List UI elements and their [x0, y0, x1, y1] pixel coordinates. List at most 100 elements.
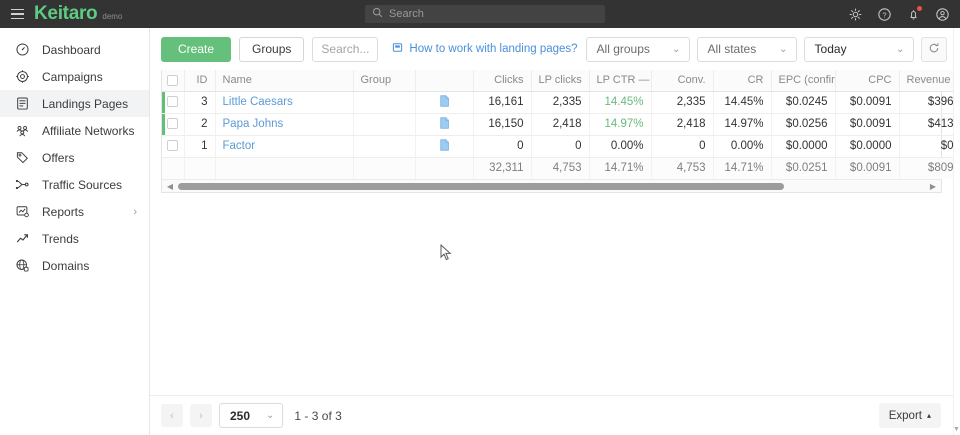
sidebar-item-affiliate-networks[interactable]: Affiliate Networks	[0, 117, 149, 144]
row-checkbox[interactable]	[167, 96, 179, 108]
prev-page-button[interactable]: ‹	[161, 404, 183, 427]
next-page-button[interactable]: ›	[190, 404, 212, 427]
page-scrollbar[interactable]: ▼	[953, 28, 960, 435]
totals-select-cell	[162, 157, 185, 179]
column-header-lp-clicks[interactable]: LP clicks	[531, 70, 590, 92]
cell-file[interactable]	[415, 113, 474, 136]
document-list-icon	[14, 96, 31, 111]
sidebar-item-campaigns[interactable]: Campaigns	[0, 63, 149, 90]
row-checkbox[interactable]	[167, 140, 179, 152]
cell-name[interactable]: Factor	[215, 135, 354, 158]
brand-logo[interactable]: Keitaro demo	[34, 3, 122, 25]
horizontal-scrollbar[interactable]: ◀ ▶	[162, 179, 941, 192]
cell-group	[353, 113, 416, 136]
page-size-select[interactable]: 250 ⌄	[219, 403, 284, 428]
cell-name[interactable]: Little Caesars	[215, 91, 354, 114]
sidebar-item-landings-pages[interactable]: Landings Pages	[0, 90, 149, 117]
list-search-input[interactable]: Search...	[312, 36, 379, 62]
scroll-right-arrow-icon[interactable]: ▶	[929, 181, 937, 191]
select-all-header[interactable]	[162, 70, 185, 92]
totals-lp-clicks: 4,753	[531, 157, 590, 179]
sidebar-item-traffic-sources[interactable]: Traffic Sources	[0, 171, 149, 198]
help-link[interactable]: How to work with landing pages?	[392, 42, 578, 56]
sidebar-item-label: Affiliate Networks	[42, 123, 135, 138]
global-search-input[interactable]: Search	[365, 5, 605, 23]
column-header-file[interactable]	[415, 70, 474, 92]
period-filter-select[interactable]: Today ⌄	[803, 36, 914, 62]
column-header-id[interactable]: ID	[184, 70, 216, 92]
column-header-cr[interactable]: CR	[713, 70, 772, 92]
cell-group	[353, 91, 416, 114]
create-button[interactable]: Create	[161, 36, 232, 62]
cell-clicks: 0	[473, 135, 532, 158]
sidebar-item-domains[interactable]: Domains	[0, 252, 149, 279]
table-row[interactable]: 2 Papa Johns 16,150 2,418 14.97% 2,418 1…	[162, 113, 960, 136]
cell-conv: 2,418	[651, 113, 714, 136]
scroll-left-arrow-icon[interactable]: ◀	[166, 181, 174, 191]
row-select-cell[interactable]	[162, 113, 185, 136]
row-checkbox[interactable]	[167, 118, 179, 130]
node-share-icon	[14, 177, 31, 192]
scroll-down-arrow-icon[interactable]: ▼	[953, 426, 960, 433]
row-select-cell[interactable]	[162, 135, 185, 158]
sidebar-item-label: Traffic Sources	[42, 177, 123, 192]
toolbar: Create Groups Search... How to work with…	[150, 28, 960, 70]
cell-file[interactable]	[415, 135, 474, 158]
sidebar-item-dashboard[interactable]: Dashboard	[0, 36, 149, 63]
groups-filter-select[interactable]: All groups ⌄	[585, 36, 690, 62]
video-guide-icon	[392, 42, 403, 56]
user-avatar-icon[interactable]	[935, 7, 950, 22]
export-label: Export	[888, 409, 922, 422]
totals-revenue: $809.99	[899, 157, 960, 179]
help-link-label: How to work with landing pages?	[409, 43, 578, 55]
cell-file[interactable]	[415, 91, 474, 114]
column-header-epc[interactable]: EPC (confirme	[771, 70, 836, 92]
brand-name: Keitaro	[34, 3, 98, 24]
help-circle-icon[interactable]: ?	[877, 7, 892, 22]
column-header-conv[interactable]: Conv.	[651, 70, 714, 92]
groups-button[interactable]: Groups	[239, 36, 305, 62]
file-document-icon[interactable]	[439, 94, 450, 110]
sidebar-item-reports[interactable]: Reports ›	[0, 198, 149, 225]
gear-icon[interactable]	[848, 7, 863, 22]
sidebar-item-label: Campaigns	[42, 69, 103, 84]
file-document-icon[interactable]	[439, 138, 450, 154]
totals-clicks: 32,311	[473, 157, 532, 179]
horizontal-scroll-track[interactable]	[175, 182, 928, 190]
trend-arrow-icon	[14, 231, 31, 246]
list-search-placeholder: Search...	[321, 42, 370, 56]
main-content: Create Groups Search... How to work with…	[150, 28, 960, 435]
hamburger-icon[interactable]	[0, 0, 34, 28]
refresh-button[interactable]	[920, 36, 947, 62]
horizontal-scroll-thumb[interactable]	[178, 182, 785, 190]
column-header-group[interactable]: Group	[353, 70, 416, 92]
cell-cr: 14.45%	[713, 91, 772, 114]
table-row[interactable]: 1 Factor 0 0 0.00% 0 0.00% $0.0000 $0.00…	[162, 135, 960, 158]
cell-lp-clicks: 0	[531, 135, 590, 158]
cell-group	[353, 135, 416, 158]
sidebar-item-label: Reports	[42, 204, 85, 219]
column-header-revenue[interactable]: Revenue (confi	[899, 70, 960, 92]
cell-conv: 2,335	[651, 91, 714, 114]
column-header-name[interactable]: Name	[215, 70, 354, 92]
sidebar-item-offers[interactable]: Offers	[0, 144, 149, 171]
column-header-clicks[interactable]: Clicks	[473, 70, 532, 92]
column-header-cpc[interactable]: CPC	[835, 70, 900, 92]
export-button[interactable]: Export ▴	[878, 403, 941, 428]
filter-group: All groups ⌄ All states ⌄ Today ⌄	[585, 36, 960, 62]
column-header-lp-ctr[interactable]: LP CTR — LP C	[589, 70, 652, 92]
totals-group	[353, 157, 416, 179]
landings-table: ID Name Group Clicks LP clicks LP CTR — …	[161, 70, 960, 193]
file-document-icon[interactable]	[439, 116, 450, 132]
row-select-cell[interactable]	[162, 91, 185, 114]
cell-name[interactable]: Papa Johns	[215, 113, 354, 136]
table-row[interactable]: 3 Little Caesars 16,161 2,335 14.45% 2,3…	[162, 91, 960, 114]
states-filter-select[interactable]: All states ⌄	[696, 36, 797, 62]
pagination-range: 1 - 3 of 3	[294, 408, 342, 423]
bell-icon[interactable]	[906, 5, 922, 22]
global-search-placeholder: Search	[389, 8, 424, 20]
cell-clicks: 16,161	[473, 91, 532, 114]
cell-lp-clicks: 2,335	[531, 91, 590, 114]
sidebar-item-trends[interactable]: Trends	[0, 225, 149, 252]
select-all-checkbox[interactable]	[167, 74, 179, 86]
